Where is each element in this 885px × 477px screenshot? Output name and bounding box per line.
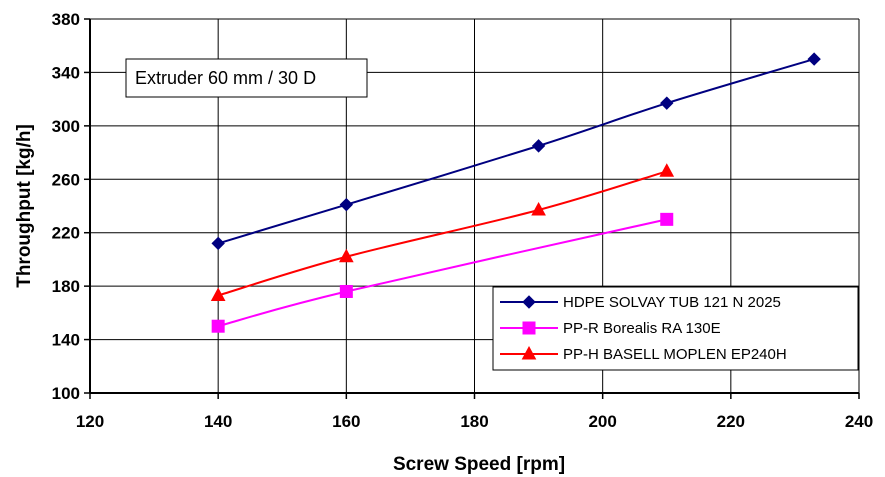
y-tick-label: 380: [52, 10, 80, 29]
legend-item: PP-H BASELL MOPLEN EP240H: [500, 345, 787, 363]
x-tick-label: 160: [332, 412, 360, 431]
y-axis-title: Throughput [kg/h]: [14, 124, 35, 288]
y-tick-labels: 100 140 180 220 260 300 340 380: [52, 10, 80, 403]
legend-item: PP-R Borealis RA 130E: [500, 320, 721, 337]
y-tick-label: 100: [52, 384, 80, 403]
data-point-triangle: [210, 287, 226, 301]
legend-marker-diamond: [522, 295, 536, 309]
legend: HDPE SOLVAY TUB 121 N 2025 PP-R Borealis …: [492, 286, 859, 371]
series-line: [217, 218, 667, 328]
data-point-diamond: [211, 236, 225, 251]
y-tick-label: 140: [52, 331, 80, 350]
y-tick-label: 180: [52, 277, 80, 296]
x-axis-title: Screw Speed [rpm]: [393, 454, 565, 475]
axes: [84, 18, 860, 399]
annotation-text: Extruder 60 mm / 30 D: [135, 68, 316, 88]
y-tick-label: 340: [52, 63, 80, 82]
x-tick-label: 120: [76, 412, 104, 431]
legend-label: HDPE SOLVAY TUB 121 N 2025: [563, 294, 781, 311]
data-point-triangle: [338, 248, 354, 263]
data-point-triangle: [531, 201, 546, 216]
legend-item: HDPE SOLVAY TUB 121 N 2025: [500, 294, 781, 311]
series-1: [211, 52, 821, 251]
x-tick-label: 180: [460, 412, 488, 431]
data-point-square: [211, 319, 225, 333]
x-tick-label: 220: [717, 412, 745, 431]
y-tick-label: 260: [52, 170, 80, 189]
data-point-diamond: [339, 197, 354, 212]
data-point-square: [339, 284, 353, 298]
series-group: [210, 52, 821, 333]
x-tick-label: 200: [588, 412, 616, 431]
x-tick-labels: 120 140 160 180 200 220 240: [76, 412, 873, 431]
y-tick-label: 220: [52, 224, 80, 243]
annotation-box: Extruder 60 mm / 30 D: [125, 58, 368, 98]
y-tick-label: 300: [52, 117, 80, 136]
data-point-square: [660, 212, 674, 226]
x-tick-label: 140: [204, 412, 232, 431]
series-line: [217, 170, 668, 297]
legend-label: PP-H BASELL MOPLEN EP240H: [563, 346, 787, 363]
legend-marker-triangle: [521, 345, 537, 360]
data-point-diamond: [531, 139, 546, 153]
series-2: [211, 212, 674, 333]
series-3: [210, 163, 675, 301]
data-point-triangle: [659, 163, 675, 177]
data-point-diamond: [807, 52, 821, 66]
legend-marker-square: [522, 321, 536, 335]
x-tick-label: 240: [845, 412, 873, 431]
legend-label: PP-R Borealis RA 130E: [563, 320, 721, 337]
data-point-diamond: [660, 96, 674, 110]
